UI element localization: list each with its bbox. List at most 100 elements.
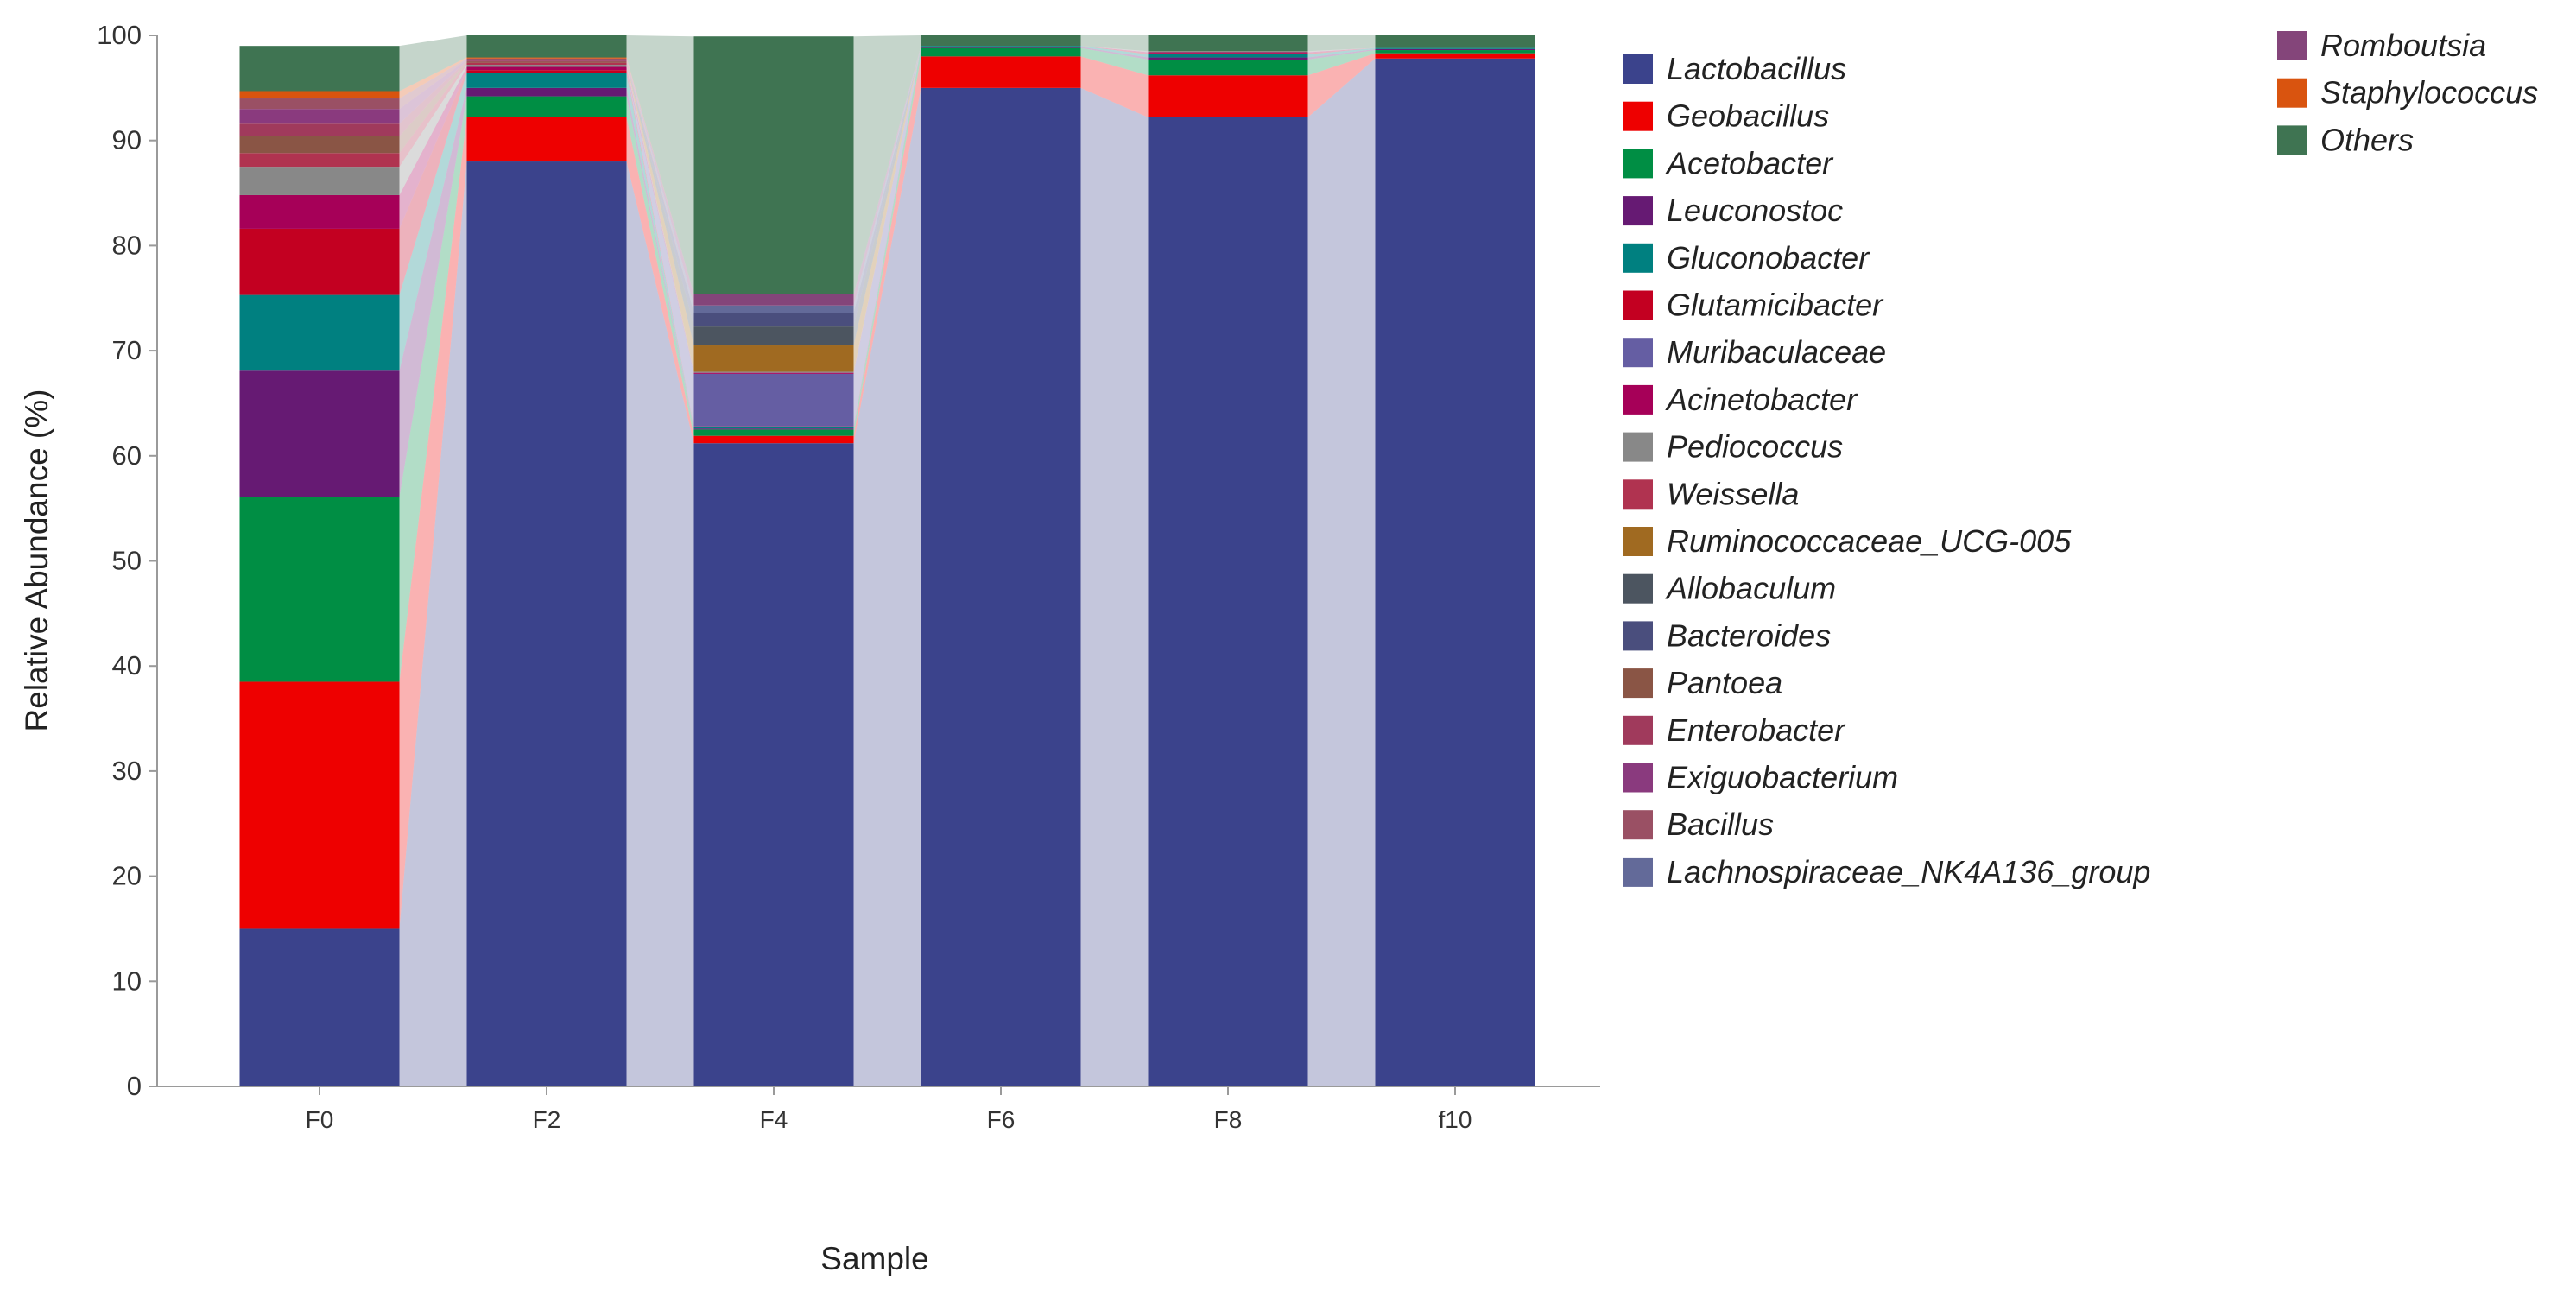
connector-exiguobacterium-f0-to-f2 xyxy=(399,59,467,124)
legend-item-ruminococcaceae-ucg-005: Ruminococcaceae_UCG-005 xyxy=(1623,523,2072,559)
legend-label-lactobacillus: Lactobacillus xyxy=(1667,51,1846,86)
connector-others-f2-to-f4 xyxy=(626,35,694,294)
bar-segment-f0-pantoea xyxy=(239,136,400,154)
connector-weissella-f0-to-f2 xyxy=(399,62,467,168)
connector-gluconobacter-f4-to-f6 xyxy=(853,46,921,429)
bar-segment-f6-lactobacillus xyxy=(921,87,1081,1087)
legend-label-muribaculaceae: Muribaculaceae xyxy=(1667,334,1886,370)
connector-acinetobacter-f8-to-f10 xyxy=(1307,47,1376,54)
bar-segment-f4-others xyxy=(693,36,854,294)
connector-allobaculum-f4-to-f6 xyxy=(853,46,921,346)
bar-segment-f10-acetobacter xyxy=(1375,50,1535,54)
connector-bacteroides-f2-to-f4 xyxy=(626,62,694,327)
connector-muribaculaceae-f2-to-f4 xyxy=(626,70,694,427)
legend-label-romboutsia: Romboutsia xyxy=(2320,28,2486,63)
connector-acetobacter-f8-to-f10 xyxy=(1307,50,1376,76)
legend-label-glutamicibacter: Glutamicibacter xyxy=(1667,288,1884,323)
bar-segment-f10-others xyxy=(1375,35,1535,48)
connector-lactobacillus-f6-to-f8 xyxy=(1080,87,1149,1087)
legend-swatch-weissella xyxy=(1623,479,1653,510)
legend-item-glutamicibacter: Glutamicibacter xyxy=(1623,288,1884,323)
connector-leuconostoc-f4-to-f6 xyxy=(853,47,921,430)
bar-layer xyxy=(239,35,1535,1087)
legend-label-acinetobacter: Acinetobacter xyxy=(1665,382,1858,417)
bar-segment-f0-gluconobacter xyxy=(239,294,400,371)
legend-label-allobaculum: Allobaculum xyxy=(1665,571,1836,606)
connector-glutamicibacter-f2-to-f4 xyxy=(626,70,694,427)
bar-segment-f0-others xyxy=(239,46,400,92)
y-tick-label-10: 10 xyxy=(112,965,142,996)
legend-swatch-glutamicibacter xyxy=(1623,290,1653,320)
connector-pediococcus-f8-to-f10 xyxy=(1307,47,1376,53)
legend-label-ruminococcaceae-ucg-005: Ruminococcaceae_UCG-005 xyxy=(1667,523,2072,559)
legend-swatch-geobacillus xyxy=(1623,101,1653,131)
bar-segment-f4-bacteroides xyxy=(693,313,854,327)
bar-segment-f4-lactobacillus xyxy=(693,443,854,1086)
bar-segment-f4-acetobacter xyxy=(693,429,854,436)
connector-staphylococcus-f0-to-f2 xyxy=(399,57,467,99)
x-tick-label-f6: F6 xyxy=(987,1106,1016,1133)
bar-segment-f2-lactobacillus xyxy=(466,161,627,1086)
legend-swatch-allobaculum xyxy=(1623,573,1653,604)
bar-segment-f10-lactobacillus xyxy=(1375,58,1535,1086)
legend-swatch-acinetobacter xyxy=(1623,384,1653,415)
legend-item-lactobacillus: Lactobacillus xyxy=(1623,51,1846,86)
legend-item-pediococcus: Pediococcus xyxy=(1623,429,1843,465)
legend-item-exiguobacterium: Exiguobacterium xyxy=(1623,760,1898,795)
legend-swatch-acetobacter xyxy=(1623,149,1653,179)
connector-acetobacter-f6-to-f8 xyxy=(1080,47,1149,76)
bar-segment-f2-glutamicibacter xyxy=(466,70,627,73)
bar-segment-f4-leuconostoc xyxy=(693,428,854,430)
y-tick-label-0: 0 xyxy=(127,1071,142,1101)
bar-segment-f0-acetobacter xyxy=(239,497,400,682)
connector-enterobacter-f2-to-f4 xyxy=(626,60,694,313)
bar-segment-f8-lactobacillus xyxy=(1148,117,1308,1086)
bar-segment-f8-geobacillus xyxy=(1148,75,1308,117)
connector-lactobacillus-f8-to-f10 xyxy=(1307,58,1376,1086)
y-tick-label-20: 20 xyxy=(112,861,142,891)
legend-label-pantoea: Pantoea xyxy=(1667,665,1782,700)
y-tick-label-70: 70 xyxy=(112,335,142,365)
legend-item-acetobacter: Acetobacter xyxy=(1623,145,1834,180)
bar-segment-f8-gluconobacter xyxy=(1148,54,1308,58)
legend-label-pediococcus: Pediococcus xyxy=(1667,429,1843,465)
connector-acetobacter-f2-to-f4 xyxy=(626,96,694,436)
connector-romboutsia-f4-to-f6 xyxy=(853,46,921,306)
connector-lachnospiraceae-nk4a136-group-f4-to-f6 xyxy=(853,46,921,313)
x-axis-title: Sample xyxy=(820,1241,928,1276)
connector-geobacillus-f6-to-f8 xyxy=(1080,56,1149,117)
bar-segment-f2-enterobacter xyxy=(466,60,627,62)
legend-item-allobaculum: Allobaculum xyxy=(1623,571,1836,606)
connector-glutamicibacter-f4-to-f6 xyxy=(853,46,921,427)
legend-label-lachnospiraceae-nk4a136-group: Lachnospiraceae_NK4A136_group xyxy=(1667,854,2150,889)
legend-label-staphylococcus: Staphylococcus xyxy=(2320,75,2538,111)
connector-bacillus-f0-to-f2 xyxy=(399,58,467,110)
bar-segment-f2-others xyxy=(466,35,627,58)
bar-segment-f8-acinetobacter xyxy=(1148,52,1308,54)
bar-segment-f0-acinetobacter xyxy=(239,194,400,229)
legend-item-pantoea: Pantoea xyxy=(1623,665,1782,700)
legend: Lactobacillus Geobacillus Acetobacter Leuco… xyxy=(1623,28,2538,889)
connector-acinetobacter-f6-to-f8 xyxy=(1080,46,1149,54)
connector-romboutsia-f2-to-f4 xyxy=(626,58,694,306)
bar-segment-f2-pantoea xyxy=(466,61,627,63)
connector-pediococcus-f4-to-f6 xyxy=(853,46,921,373)
legend-swatch-romboutsia xyxy=(2277,31,2307,60)
legend-swatch-exiguobacterium xyxy=(1623,763,1653,793)
bar-segment-f0-enterobacter xyxy=(239,123,400,136)
connector-geobacillus-f8-to-f10 xyxy=(1307,53,1376,117)
legend-label-gluconobacter: Gluconobacter xyxy=(1667,240,1870,275)
legend-item-gluconobacter: Gluconobacter xyxy=(1623,240,1870,275)
x-tick-label-f0: F0 xyxy=(306,1106,334,1133)
bar-segment-f0-weissella xyxy=(239,153,400,168)
connector-layer xyxy=(399,35,1376,1087)
y-tick-label-100: 100 xyxy=(97,20,142,50)
connector-gluconobacter-f8-to-f10 xyxy=(1307,47,1376,58)
connector-glutamicibacter-f0-to-f2 xyxy=(399,70,467,295)
legend-swatch-others xyxy=(2277,125,2307,155)
bar-segment-f2-acetobacter xyxy=(466,96,627,117)
connector-ruminococcaceae-ucg-005-f2-to-f4 xyxy=(626,62,694,372)
legend-label-exiguobacterium: Exiguobacterium xyxy=(1667,760,1898,795)
legend-label-enterobacter: Enterobacter xyxy=(1667,712,1846,748)
